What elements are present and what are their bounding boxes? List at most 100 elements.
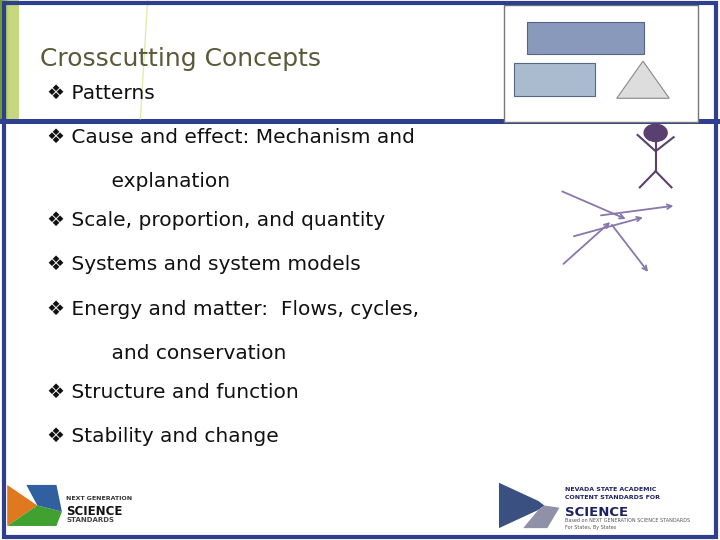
Bar [1,0,11,119]
Text: NEVADA STATE ACADEMIC: NEVADA STATE ACADEMIC [565,487,657,492]
Bar [527,22,644,54]
Bar [0,0,11,119]
Bar [4,0,14,119]
Polygon shape [7,485,37,526]
Text: and conservation: and conservation [86,344,287,363]
Bar [9,0,19,119]
Bar [3,0,14,119]
Bar [4,0,15,119]
Bar [4,0,14,119]
Bar [5,0,15,119]
Text: Crosscutting Concepts: Crosscutting Concepts [40,48,320,71]
Bar [1,0,12,119]
Bar [3,0,13,119]
Bar [1,0,12,119]
Bar [2,0,13,119]
Bar [513,63,595,96]
Bar [4,0,14,119]
Bar [6,0,17,119]
Bar [9,0,19,119]
Polygon shape [523,505,559,528]
Bar [2,0,12,119]
Text: NEXT GENERATION: NEXT GENERATION [66,496,132,501]
Bar [504,5,698,122]
Bar [6,0,17,119]
Bar [0,0,11,119]
Bar [8,0,19,119]
Bar [0,0,11,119]
Bar [4,0,15,119]
Bar [3,0,14,119]
Bar [8,0,19,119]
Bar [6,0,17,119]
Bar [8,0,19,119]
Bar [1,0,12,119]
Text: ❖ Stability and change: ❖ Stability and change [47,427,279,446]
Bar [4,0,14,119]
Polygon shape [499,483,544,528]
Text: ❖ Systems and system models: ❖ Systems and system models [47,255,361,274]
Text: explanation: explanation [86,172,230,191]
Bar [6,0,16,119]
Text: For States, By States: For States, By States [565,525,616,530]
Bar [5,0,16,119]
Bar [1,0,12,119]
Bar [5,0,16,119]
Text: ❖ Structure and function: ❖ Structure and function [47,383,299,402]
Bar [6,0,17,119]
Bar [2,0,13,119]
Bar [0,119,720,124]
Bar [4,0,14,119]
Bar [3,0,13,119]
Bar [7,0,18,119]
Bar [7,0,17,119]
Bar [4,0,14,119]
Bar [9,0,19,119]
Bar [4,0,14,119]
Bar [1,0,12,119]
Bar [5,0,16,119]
Bar [6,0,16,119]
Text: ❖ Cause and effect: Mechanism and: ❖ Cause and effect: Mechanism and [47,128,415,147]
Bar [6,0,16,119]
Bar [4,0,15,119]
Bar [9,0,19,119]
Bar [1,0,11,119]
Bar [7,0,18,119]
Bar [1,0,12,119]
Circle shape [644,124,667,141]
Bar [6,0,17,119]
Bar [5,0,15,119]
Text: ❖ Scale, proportion, and quantity: ❖ Scale, proportion, and quantity [47,211,385,230]
Bar [2,0,12,119]
Bar [8,0,18,119]
Bar [6,0,17,119]
Bar [8,0,18,119]
Text: STANDARDS: STANDARDS [66,517,114,523]
Bar [7,0,18,119]
Bar [9,0,19,119]
Text: SCIENCE: SCIENCE [66,505,122,518]
Polygon shape [7,505,62,526]
Bar [4,0,14,119]
Text: ❖ Patterns: ❖ Patterns [47,84,155,103]
Bar [6,0,16,119]
Bar [6,0,17,119]
Text: CONTENT STANDARDS FOR: CONTENT STANDARDS FOR [565,495,660,500]
Bar [6,0,17,119]
Bar [3,0,13,119]
Bar [9,0,19,119]
Bar [7,0,17,119]
Bar [6,0,17,119]
Bar [2,0,13,119]
Bar [1,0,12,119]
Bar [5,0,15,119]
Bar [1,0,12,119]
Text: ❖ Energy and matter:  Flows, cycles,: ❖ Energy and matter: Flows, cycles, [47,300,419,319]
Bar [4,0,14,119]
Bar [2,0,12,119]
Bar [8,0,18,119]
Bar [1,0,12,119]
Bar [7,0,17,119]
Bar [7,0,17,119]
